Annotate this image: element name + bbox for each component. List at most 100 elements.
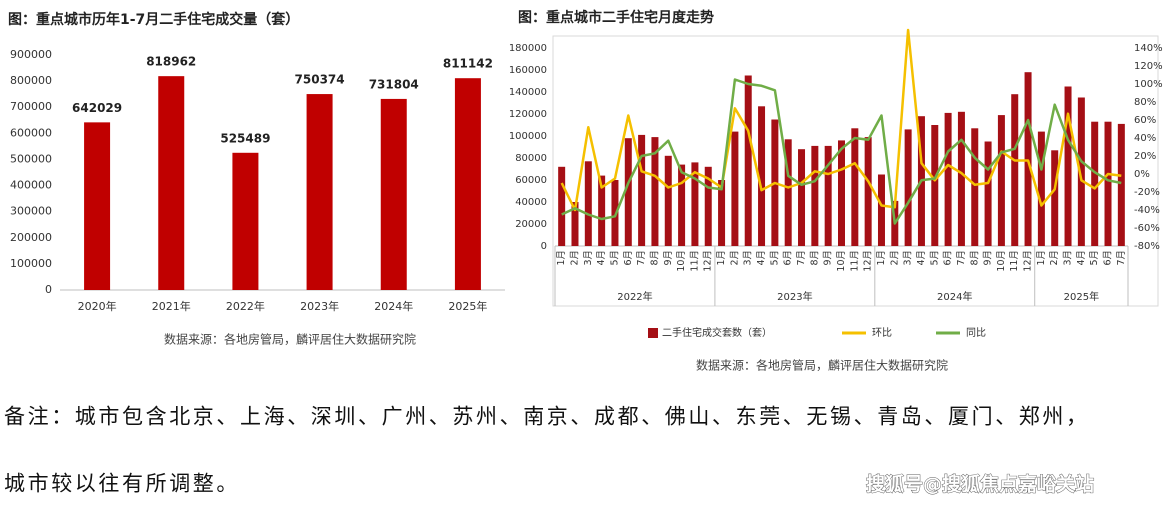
group-label: 2023年 — [777, 290, 812, 303]
x-tick-label: 3月 — [1063, 250, 1074, 266]
source: 数据来源：各地房管局，麟评居住大数据研究院 — [164, 332, 416, 347]
y-tick-label: 80000 — [515, 153, 547, 164]
x-tick-label: 5月 — [769, 250, 780, 266]
bar — [664, 155, 672, 246]
y2-tick-label: 40% — [1134, 133, 1156, 144]
legend-label: 同比 — [966, 327, 986, 339]
bar — [851, 128, 859, 246]
x-tick-label: 6月 — [623, 250, 634, 266]
group-label: 2024年 — [937, 290, 972, 303]
bar — [1091, 121, 1099, 246]
y2-tick-label: 120% — [1134, 61, 1163, 72]
chart-title: 图：重点城市历年1-7月二手住宅成交量（套） — [8, 11, 299, 28]
x-tick-label: 10月 — [676, 250, 687, 272]
value-label: 525489 — [220, 131, 270, 145]
x-tick-label: 6月 — [783, 250, 794, 266]
y-tick-label: 20000 — [515, 219, 547, 230]
x-tick-label: 11月 — [849, 250, 860, 272]
legend-swatch — [648, 328, 658, 338]
x-tick-label: 2月 — [569, 250, 580, 266]
legend-label: 环比 — [872, 327, 892, 339]
y2-tick-label: 100% — [1134, 79, 1163, 90]
x-tick-label: 5月 — [1089, 250, 1100, 266]
x-tick-label: 10月 — [836, 250, 847, 272]
bar — [454, 78, 481, 290]
bar — [704, 166, 712, 246]
y-tick-label: 100000 — [509, 131, 547, 142]
y2-tick-label: -80% — [1134, 241, 1160, 252]
bar — [744, 75, 752, 246]
x-tick-label: 1月 — [1036, 250, 1047, 266]
x-tick-label: 10月 — [996, 250, 1007, 272]
value-label: 750374 — [295, 73, 345, 87]
y-tick-label: 400000 — [10, 179, 52, 192]
x-tick-label: 7月 — [796, 250, 807, 266]
x-tick-label: 8月 — [969, 250, 980, 266]
y-tick-label: 40000 — [515, 197, 547, 208]
x-tick-label: 9月 — [663, 250, 674, 266]
bar — [971, 128, 979, 246]
x-tick-label: 4月 — [756, 250, 767, 266]
bar — [624, 138, 632, 246]
x-tick-label: 3月 — [583, 250, 594, 266]
y2-tick-label: 20% — [1134, 151, 1156, 162]
watermark: 搜狐号@搜狐焦点嘉峪关站 — [866, 473, 1094, 496]
bar — [306, 94, 333, 291]
bar — [758, 106, 766, 246]
y2-tick-label: 60% — [1134, 115, 1156, 126]
y-tick-label: 500000 — [10, 152, 52, 165]
line — [561, 78, 1122, 225]
y-tick-label: 800000 — [10, 74, 52, 87]
x-tick-label: 1月 — [716, 250, 727, 266]
bar — [611, 180, 619, 246]
bar — [931, 125, 939, 246]
x-tick-label: 12月 — [1023, 250, 1034, 272]
x-tick-label: 8月 — [809, 250, 820, 266]
y-tick-label: 180000 — [509, 43, 547, 54]
x-tick-label: 2023年 — [300, 299, 339, 313]
bar — [598, 175, 606, 246]
x-tick-label: 2025年 — [448, 299, 487, 313]
x-tick-label: 7月 — [1116, 250, 1127, 266]
bar — [957, 111, 965, 246]
note: 备注：城市包含北京、上海、深圳、广州、苏州、南京、成都、佛山、东莞、无锡、青岛、… — [4, 405, 1090, 429]
x-tick-label: 2月 — [1049, 250, 1060, 266]
bar — [1064, 86, 1072, 246]
bar — [904, 129, 912, 246]
bar — [1051, 150, 1059, 246]
x-tick-label: 1月 — [556, 250, 567, 266]
x-tick-label: 4月 — [1076, 250, 1087, 266]
y-tick-label: 60000 — [515, 175, 547, 186]
plot-frame — [552, 35, 1159, 307]
y-tick-label: 300000 — [10, 205, 52, 218]
bar — [864, 137, 872, 246]
x-tick-label: 6月 — [943, 250, 954, 266]
y2-tick-label: 80% — [1134, 97, 1156, 108]
y-tick-label: 0 — [541, 241, 547, 252]
y-tick-label: 0 — [45, 283, 52, 296]
bar — [638, 134, 646, 246]
x-tick-label: 11月 — [1009, 250, 1020, 272]
x-tick-label: 9月 — [983, 250, 994, 266]
x-tick-label: 2020年 — [78, 299, 117, 313]
x-tick-label: 11月 — [689, 250, 700, 272]
x-tick-label: 4月 — [916, 250, 927, 266]
bar — [984, 141, 992, 246]
x-tick-label: 8月 — [649, 250, 660, 266]
bar — [1117, 123, 1125, 246]
bar — [558, 166, 566, 246]
note: 城市较以往有所调整。 — [4, 472, 240, 496]
bar — [718, 180, 726, 246]
x-tick-label: 7月 — [956, 250, 967, 266]
bar — [1077, 97, 1085, 246]
value-label: 731804 — [369, 77, 419, 91]
source: 数据来源：各地房管局，麟评居住大数据研究院 — [696, 358, 948, 373]
bar — [678, 164, 686, 246]
bar — [571, 202, 579, 246]
group-label: 2025年 — [1064, 290, 1099, 303]
x-tick-label: 5月 — [929, 250, 940, 266]
value-label: 818962 — [146, 55, 196, 69]
y-tick-label: 200000 — [10, 231, 52, 244]
x-tick-label: 7月 — [636, 250, 647, 266]
